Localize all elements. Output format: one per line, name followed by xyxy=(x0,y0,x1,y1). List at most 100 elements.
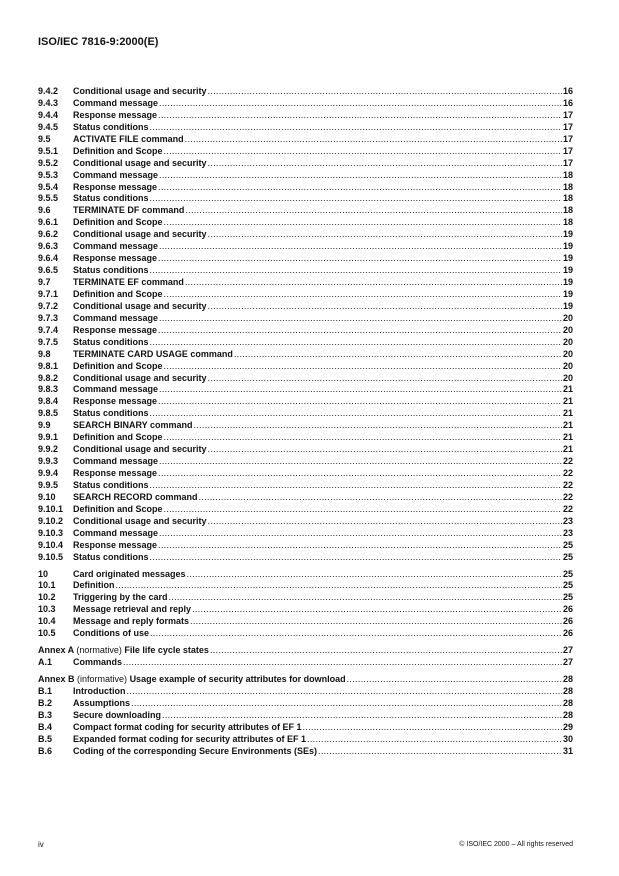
toc-entry[interactable]: 9.4.4 Response message 17 xyxy=(38,110,573,122)
toc-entry[interactable]: 9.7.2 Conditional usage and security 19 xyxy=(38,301,573,313)
toc-entry[interactable]: B.3 Secure downloading 28 xyxy=(38,710,573,722)
toc-entry[interactable]: 9.9.1 Definition and Scope 21 xyxy=(38,432,573,444)
page-ref: 21 xyxy=(562,444,573,455)
toc-entry[interactable]: B.6 Coding of the corresponding Secure En… xyxy=(38,746,573,758)
toc-entry[interactable]: 9.8.1 Definition and Scope 20 xyxy=(38,361,573,373)
toc-entry[interactable]: B.2 Assumptions 28 xyxy=(38,698,573,710)
section-title: Response message xyxy=(73,253,158,264)
toc-entry[interactable]: Annex B (informative) Usage example of s… xyxy=(38,674,573,686)
toc-entry[interactable]: 9.8.3 Command message 21 xyxy=(38,384,573,396)
toc-entry[interactable]: 9.8.5 Status conditions 21 xyxy=(38,408,573,420)
dot-leader xyxy=(164,504,562,516)
section-number: B.1 xyxy=(38,685,53,696)
section-number: 9.9.1 xyxy=(38,432,59,443)
toc-entry[interactable]: 9.6 TERMINATE DF command 18 xyxy=(38,205,573,217)
toc-entry[interactable]: 9.10.1 Definition and Scope 22 xyxy=(38,504,573,516)
toc-entry[interactable]: 10.4 Message and reply formats 26 xyxy=(38,616,573,628)
page-ref: 18 xyxy=(562,217,573,228)
toc-entry[interactable]: 10.1 Definition 25 xyxy=(38,580,573,592)
page-ref: 17 xyxy=(562,109,573,120)
toc-entry[interactable]: 10.2 Triggering by the card 25 xyxy=(38,592,573,604)
toc-entry[interactable]: 9.8 TERMINATE CARD USAGE command 20 xyxy=(38,349,573,361)
toc-entry[interactable]: 9.9.4 Response message 22 xyxy=(38,468,573,480)
section-title: Command message xyxy=(73,169,159,180)
toc-entry[interactable]: 9.6.1 Definition and Scope 18 xyxy=(38,217,573,229)
section-title: Message and reply formats xyxy=(73,616,190,627)
section-title: Status conditions xyxy=(73,479,149,490)
toc-entry[interactable]: 9.7 TERMINATE EF command 19 xyxy=(38,277,573,289)
page-number: iv xyxy=(38,840,44,849)
dot-leader xyxy=(199,492,562,504)
dot-leader xyxy=(158,325,562,337)
toc-entry[interactable]: 9.10.4 Response message 25 xyxy=(38,540,573,552)
toc-entry[interactable]: 10.5 Conditions of use 26 xyxy=(38,628,573,640)
page-ref: 22 xyxy=(562,479,573,490)
dot-leader xyxy=(150,337,562,349)
toc-entry[interactable]: B.1 Introduction 28 xyxy=(38,686,573,698)
toc-entry[interactable]: 9.10 SEARCH RECORD command 22 xyxy=(38,492,573,504)
page-ref: 21 xyxy=(562,384,573,395)
toc-entry[interactable]: 9.6.5 Status conditions 19 xyxy=(38,265,573,277)
page-ref: 19 xyxy=(562,277,573,287)
toc-entry[interactable]: 9.5 ACTIVATE FILE command 17 xyxy=(38,134,573,146)
toc-entry[interactable]: 9.7.5 Status conditions 20 xyxy=(38,337,573,349)
toc-entry[interactable]: 9.4.5 Status conditions 17 xyxy=(38,122,573,134)
toc-entry[interactable]: Annex A (normative) File life cycle stat… xyxy=(38,645,573,657)
toc-entry[interactable]: 9.5.3 Command message 18 xyxy=(38,170,573,182)
section-number: 9.4.2 xyxy=(38,86,59,96)
section-title: Status conditions xyxy=(73,193,149,204)
toc-entry[interactable]: 9.7.3 Command message 20 xyxy=(38,313,573,325)
dot-leader xyxy=(208,373,562,385)
section-number: 9.8.5 xyxy=(38,408,59,419)
toc-entry[interactable]: 10.3 Message retrieval and reply 26 xyxy=(38,604,573,616)
dot-leader xyxy=(185,205,562,217)
toc-entry[interactable]: 9.4.3 Command message 16 xyxy=(38,98,573,110)
dot-leader xyxy=(150,122,562,134)
toc-entry[interactable]: 10 Card originated messages 25 xyxy=(38,569,573,581)
toc-entry[interactable]: 9.8.2 Conditional usage and security 20 xyxy=(38,373,573,385)
toc-entry[interactable]: 9.4.2 Conditional usage and security 16 xyxy=(38,86,573,98)
page-ref: 18 xyxy=(562,193,573,204)
toc-entry[interactable]: 9.5.1 Definition and Scope 17 xyxy=(38,146,573,158)
dot-leader xyxy=(159,456,562,468)
section-title: Response message xyxy=(73,396,158,407)
toc-entry[interactable]: 9.6.3 Command message 19 xyxy=(38,241,573,253)
toc-entry[interactable]: 9.8.4 Response message 21 xyxy=(38,396,573,408)
section-title: Expanded format coding for security attr… xyxy=(73,733,307,744)
section-title: TERMINATE EF command xyxy=(73,277,184,287)
toc-entry[interactable]: 9.9 SEARCH BINARY command 21 xyxy=(38,420,573,432)
toc-entry[interactable]: 9.6.4 Response message 19 xyxy=(38,253,573,265)
toc-entry[interactable]: 9.5.2 Conditional usage and security 17 xyxy=(38,158,573,170)
section-title: Assumptions xyxy=(73,697,131,708)
toc-entry[interactable]: 9.5.4 Response message 18 xyxy=(38,182,573,194)
toc-entry[interactable]: 9.5.5 Status conditions 18 xyxy=(38,193,573,205)
section-title: Command message xyxy=(73,384,159,395)
toc-entry[interactable]: 9.7.1 Definition and Scope 19 xyxy=(38,289,573,301)
page-ref: 28 xyxy=(562,709,573,720)
toc-entry[interactable]: 9.10.3 Command message 23 xyxy=(38,528,573,540)
page-ref: 17 xyxy=(562,121,573,132)
page-ref: 28 xyxy=(562,674,573,684)
section-number: B.5 xyxy=(38,733,53,744)
toc-entry[interactable]: 9.10.5 Status conditions 25 xyxy=(38,552,573,564)
section-title: Compact format coding for security attri… xyxy=(73,721,302,732)
section-number: 10.1 xyxy=(38,580,56,591)
dot-leader xyxy=(150,193,562,205)
section-number: 9.8.4 xyxy=(38,396,59,407)
section-title: Commands xyxy=(73,657,123,668)
dot-leader xyxy=(318,746,562,758)
toc-entry[interactable]: 9.9.3 Command message 22 xyxy=(38,456,573,468)
page-ref: 18 xyxy=(562,181,573,192)
toc-entry[interactable]: 9.9.2 Conditional usage and security 21 xyxy=(38,444,573,456)
toc-entry[interactable]: B.4 Compact format coding for security at… xyxy=(38,722,573,734)
annex-type: (informative) xyxy=(77,674,128,684)
toc-entry[interactable]: 9.6.2 Conditional usage and security 19 xyxy=(38,229,573,241)
toc-entry[interactable]: B.5 Expanded format coding for security a… xyxy=(38,734,573,746)
toc-entry[interactable]: A.1 Commands 27 xyxy=(38,657,573,669)
toc-entry[interactable]: 9.9.5 Status conditions 22 xyxy=(38,480,573,492)
section-title: Annex A (normative) File life cycle stat… xyxy=(38,645,209,657)
section-number: 9.9 xyxy=(38,420,51,431)
toc-entry[interactable]: 9.10.2 Conditional usage and security 23 xyxy=(38,516,573,528)
toc-entry[interactable]: 9.7.4 Response message 20 xyxy=(38,325,573,337)
section-number: 10.4 xyxy=(38,616,56,627)
